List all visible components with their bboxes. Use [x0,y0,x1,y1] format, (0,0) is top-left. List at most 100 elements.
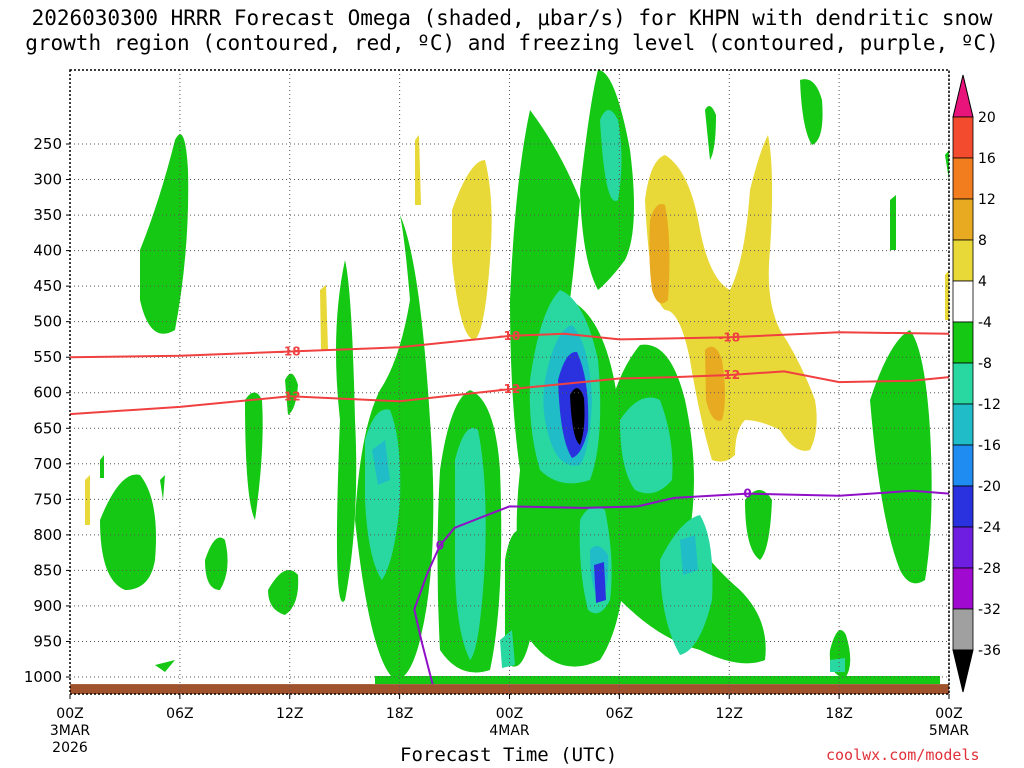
omega-green-early-20 [160,475,165,500]
colorbar-bin-4 [952,239,974,282]
dgz-minus12-label-0: -12 [279,389,301,403]
colorbar-label-12: -32 [978,602,1001,618]
dgz-minus12-label-2: -12 [718,368,740,382]
chart-title-line-2: growth region (contoured, red, ºC) and f… [25,31,999,55]
colorbar-bin-top [952,74,974,118]
y-tick-label-450: 450 [33,277,62,295]
colorbar-label-0: 20 [978,110,996,126]
colorbar-label-3: 8 [978,233,987,249]
x-axis-label: Forecast Time (UTC) [400,744,618,766]
omega-green-early-16 [800,79,823,145]
contour-lines: -18 -18 -18 -12 -12 -12 0 0 [69,329,950,685]
colorbar-bin-2 [952,157,974,200]
x-tick-label-12: 12Z [276,706,303,722]
y-tick-label-500: 500 [33,313,62,331]
omega-green-early-18 [870,330,932,584]
colorbar-label-7: -12 [978,397,1001,413]
omega-cyan-core-36 [680,535,698,575]
colorbar-label-9: -20 [978,479,1001,495]
omega-colorbar: 20 16 12 8 4 -4 -8 -12 -16 -20 -24 -28 -32 -36 [952,74,1001,693]
y-tick-label-600: 600 [33,384,62,402]
y-tick-label-1000: 1000 [24,668,62,686]
colorbar-bin-13 [952,608,974,651]
colorbar-label-4: 4 [978,274,987,290]
omega-teal-main-25 [455,428,486,660]
x-tick-date-48: 5MAR [929,723,970,739]
colorbar-label-10: -24 [978,520,1001,536]
x-tick-label-24: 00Z [496,706,523,722]
omega-green-early-21 [890,195,896,250]
omega-orange-positive-46 [649,204,670,304]
colorbar-bin-7 [952,362,974,405]
x-tick-label-42: 18Z [825,706,852,722]
omega-blue-core-38 [594,562,606,603]
colorbar-label-11: -28 [978,561,1001,577]
colorbar-label-1: 16 [978,151,996,167]
omega-green-early-6 [155,660,175,672]
x-tick-label-30: 06Z [606,706,633,722]
y-tick-label-350: 350 [33,206,62,224]
omega-yellow-positive-40 [452,160,492,340]
grid-lines [69,70,950,694]
credit-text: coolwx.com/models [826,746,980,764]
dgz-minus12 [69,370,950,416]
omega-green-early-2 [205,537,228,590]
dgz-minus18-label-0: -18 [279,345,301,359]
omega-green-early-22 [945,150,949,180]
x-tick-label-6: 06Z [166,706,193,722]
omega-green-early-19 [100,455,104,478]
y-tick-label-300: 300 [33,171,62,189]
y-tick-label-950: 950 [33,632,62,650]
omega-yellow-positive-41 [645,135,817,462]
omega-green-early-23 [375,676,940,684]
colorbar-bin-5 [952,280,974,323]
freezing-level-0 [413,489,950,685]
x-tick-date-0: 3MAR [50,723,91,739]
colorbar-bin-8 [952,403,974,446]
freezing-level-0-label-1: 0 [743,487,751,501]
colorbar-bin-bottom [952,649,974,693]
dgz-minus18 [69,331,950,359]
dgz-minus12-label-1: -12 [499,382,521,396]
omega-teal-main-28 [600,110,622,201]
y-tick-label-850: 850 [33,561,62,579]
y-tick-label-700: 700 [33,455,62,473]
y-tick-label-550: 550 [33,348,62,366]
colorbar-label-5: -4 [978,315,992,331]
axes: 250 300 350 400 450 500 550 600 650 700 750 800 850 9… [24,69,970,756]
omega-green-early-15 [745,490,772,560]
colorbar-label-13: -36 [978,643,1001,659]
y-tick-label-650: 650 [33,419,62,437]
colorbar-bin-10 [952,485,974,528]
omega-yellow-positive-44 [945,270,949,320]
omega-cyan-core-34 [372,440,390,485]
x-tick-label-48: 00Z [935,706,962,722]
colorbar-bin-11 [952,526,974,569]
x-tick-date-24: 4MAR [489,723,530,739]
omega-green-early-14 [705,106,716,160]
omega-yellow-positive-45 [85,475,90,525]
x-tick-label-0: 00Z [56,706,83,722]
colorbar-bin-3 [952,198,974,241]
x-tick-label-36: 12Z [716,706,743,722]
dgz-minus18-label-1: -18 [499,329,521,343]
omega-black-core-39 [570,388,585,445]
omega-teal-main-29 [620,397,673,494]
omega-teal-main-32 [830,658,845,672]
colorbar-bin-9 [952,444,974,487]
omega-green-early-5 [285,373,298,415]
x-tick-label-18: 18Z [386,706,413,722]
y-tick-label-900: 900 [33,597,62,615]
freezing-level-0-label-0: 0 [436,539,444,553]
plot-frame [69,69,950,695]
omega-green-early-3 [245,392,263,520]
colorbar-label-2: 12 [978,192,996,208]
omega-green-early-0 [140,134,189,334]
omega-yellow-positive-43 [320,285,328,350]
y-tick-label-250: 250 [33,135,62,153]
chart-title-line-1: 2026030300 HRRR Forecast Omega (shaded, … [31,6,993,30]
colorbar-label-8: -16 [978,438,1001,454]
omega-green-early-7 [336,260,357,602]
colorbar-label-6: -8 [978,356,992,372]
